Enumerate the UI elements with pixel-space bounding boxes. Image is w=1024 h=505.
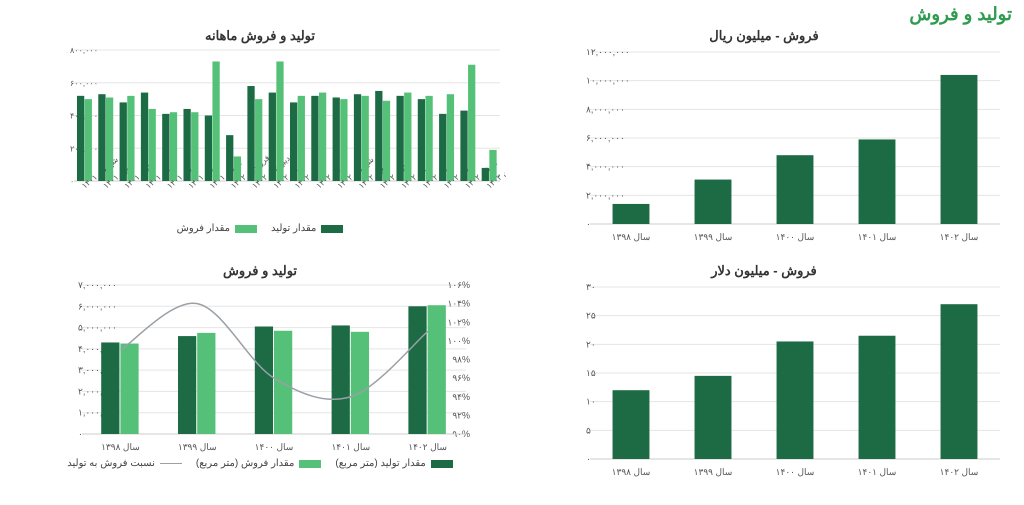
svg-text:۱۰۶%: ۱۰۶%: [447, 281, 470, 290]
svg-text:۴,۰۰۰,۰۰۰: ۴,۰۰۰,۰۰۰: [586, 162, 625, 172]
svg-text:سال ۱۳۹۹: سال ۱۳۹۹: [694, 467, 733, 477]
svg-text:۲۰: ۲۰: [586, 339, 596, 349]
svg-text:۱۰,۰۰۰,۰۰۰: ۱۰,۰۰۰,۰۰۰: [586, 76, 630, 86]
svg-text:۶,۰۰۰,۰۰۰: ۶,۰۰۰,۰۰۰: [78, 301, 117, 311]
svg-text:۱۰: ۱۰: [586, 397, 596, 407]
svg-text:سال ۱۴۰۱: سال ۱۴۰۱: [858, 467, 897, 477]
svg-text:۱۰۰%: ۱۰۰%: [447, 336, 470, 346]
chart-legend: مقدار تولید مقدار فروش: [14, 223, 506, 234]
chart-svg: ۰۲۰۰,۰۰۰۴۰۰,۰۰۰۶۰۰,۰۰۰۸۰۰,۰۰۰شهریور ۱۴۰۱…: [26, 46, 506, 221]
svg-text:۸۰۰,۰۰۰: ۸۰۰,۰۰۰: [70, 46, 98, 55]
svg-text:سال ۱۴۰۱: سال ۱۴۰۱: [331, 442, 370, 452]
svg-text:سال ۱۴۰۰: سال ۱۴۰۰: [776, 467, 815, 477]
svg-text:۶۰۰,۰۰۰: ۶۰۰,۰۰۰: [70, 79, 98, 88]
chart-svg: ۰۵۱۰۱۵۲۰۲۵۳۰سال ۱۳۹۸سال ۱۳۹۹سال ۱۴۰۰سال …: [530, 281, 1010, 481]
page-title: تولید و فروش: [909, 4, 1012, 25]
svg-text:سال ۱۳۹۹: سال ۱۳۹۹: [694, 232, 733, 242]
legend-item: مقدار تولید: [271, 223, 343, 234]
svg-text:سال ۱۳۹۹: سال ۱۳۹۹: [178, 442, 217, 452]
chart-title: تولید و فروش: [14, 263, 506, 279]
svg-text:۱۰۲%: ۱۰۲%: [447, 317, 470, 327]
svg-text:۱۰۴%: ۱۰۴%: [447, 299, 470, 309]
svg-text:۸,۰۰۰,۰۰۰: ۸,۰۰۰,۰۰۰: [586, 104, 625, 114]
chart-monthly: تولید و فروش ماهانه ۰۲۰۰,۰۰۰۴۰۰,۰۰۰۶۰۰,۰…: [14, 28, 506, 257]
svg-text:۹۶%: ۹۶%: [452, 373, 470, 383]
legend-item: نسبت فروش به تولید: [67, 458, 182, 469]
chart-sales-rial: فروش - میلیون ریال ۰۲,۰۰۰,۰۰۰۴,۰۰۰,۰۰۰۶,…: [518, 28, 1010, 257]
svg-text:۹۴%: ۹۴%: [452, 392, 470, 402]
svg-text:۹۲%: ۹۲%: [452, 410, 470, 420]
chart-sales-usd: فروش - میلیون دلار ۰۵۱۰۱۵۲۰۲۵۳۰سال ۱۳۹۸س…: [518, 263, 1010, 492]
svg-text:۱۵: ۱۵: [586, 368, 596, 378]
svg-text:سال ۱۴۰۰: سال ۱۴۰۰: [776, 232, 815, 242]
chart-svg: ۰۱,۰۰۰,۰۰۰۲,۰۰۰,۰۰۰۳,۰۰۰,۰۰۰۴,۰۰۰,۰۰۰۵,۰…: [26, 281, 506, 456]
svg-text:سال ۱۳۹۸: سال ۱۳۹۸: [612, 232, 651, 242]
svg-text:۱۲,۰۰۰,۰۰۰: ۱۲,۰۰۰,۰۰۰: [586, 47, 630, 57]
chart-title: فروش - میلیون ریال: [518, 28, 1010, 44]
legend-item: مقدار تولید (متر مربع): [335, 458, 452, 469]
chart-title: تولید و فروش ماهانه: [14, 28, 506, 44]
chart-annual: تولید و فروش ۰۱,۰۰۰,۰۰۰۲,۰۰۰,۰۰۰۳,۰۰۰,۰۰…: [14, 263, 506, 492]
svg-text:۷,۰۰۰,۰۰۰: ۷,۰۰۰,۰۰۰: [78, 281, 117, 290]
svg-text:۰: ۰: [70, 177, 74, 186]
chart-svg: ۰۲,۰۰۰,۰۰۰۴,۰۰۰,۰۰۰۶,۰۰۰,۰۰۰۸,۰۰۰,۰۰۰۱۰,…: [530, 46, 1010, 246]
svg-text:۲۵: ۲۵: [586, 311, 596, 321]
svg-text:سال ۱۴۰۰: سال ۱۴۰۰: [255, 442, 294, 452]
svg-text:۹۸%: ۹۸%: [452, 355, 470, 365]
svg-text:۶,۰۰۰,۰۰۰: ۶,۰۰۰,۰۰۰: [586, 133, 625, 143]
svg-text:۵,۰۰۰,۰۰۰: ۵,۰۰۰,۰۰۰: [78, 323, 117, 333]
svg-text:۲,۰۰۰,۰۰۰: ۲,۰۰۰,۰۰۰: [586, 190, 625, 200]
chart-legend: مقدار تولید (متر مربع) مقدار فروش (متر مر…: [14, 458, 506, 469]
svg-text:سال ۱۴۰۲: سال ۱۴۰۲: [408, 442, 447, 452]
svg-text:۳۰: ۳۰: [586, 282, 596, 292]
svg-text:سال ۱۳۹۸: سال ۱۳۹۸: [101, 442, 140, 452]
legend-item: مقدار فروش: [177, 223, 257, 234]
charts-grid: فروش - میلیون ریال ۰ ۲,۰۰۰,۰۰۰ ۴,۰۰۰,۰۰۰ ۶,…: [0, 28, 1024, 498]
svg-text:۵: ۵: [586, 425, 591, 435]
svg-text:سال ۱۴۰۲: سال ۱۴۰۲: [940, 232, 979, 242]
svg-text:سال ۱۴۰۱: سال ۱۴۰۱: [858, 232, 897, 242]
svg-text:سال ۱۳۹۸: سال ۱۳۹۸: [612, 467, 651, 477]
legend-item: مقدار فروش (متر مربع): [196, 458, 321, 469]
svg-text:سال ۱۴۰۲: سال ۱۴۰۲: [940, 467, 979, 477]
chart-title: فروش - میلیون دلار: [518, 263, 1010, 279]
